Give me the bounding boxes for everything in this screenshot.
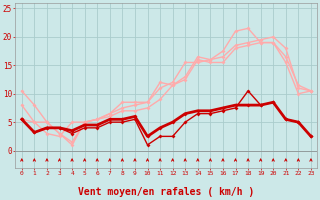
X-axis label: Vent moyen/en rafales ( km/h ): Vent moyen/en rafales ( km/h )	[78, 187, 254, 197]
